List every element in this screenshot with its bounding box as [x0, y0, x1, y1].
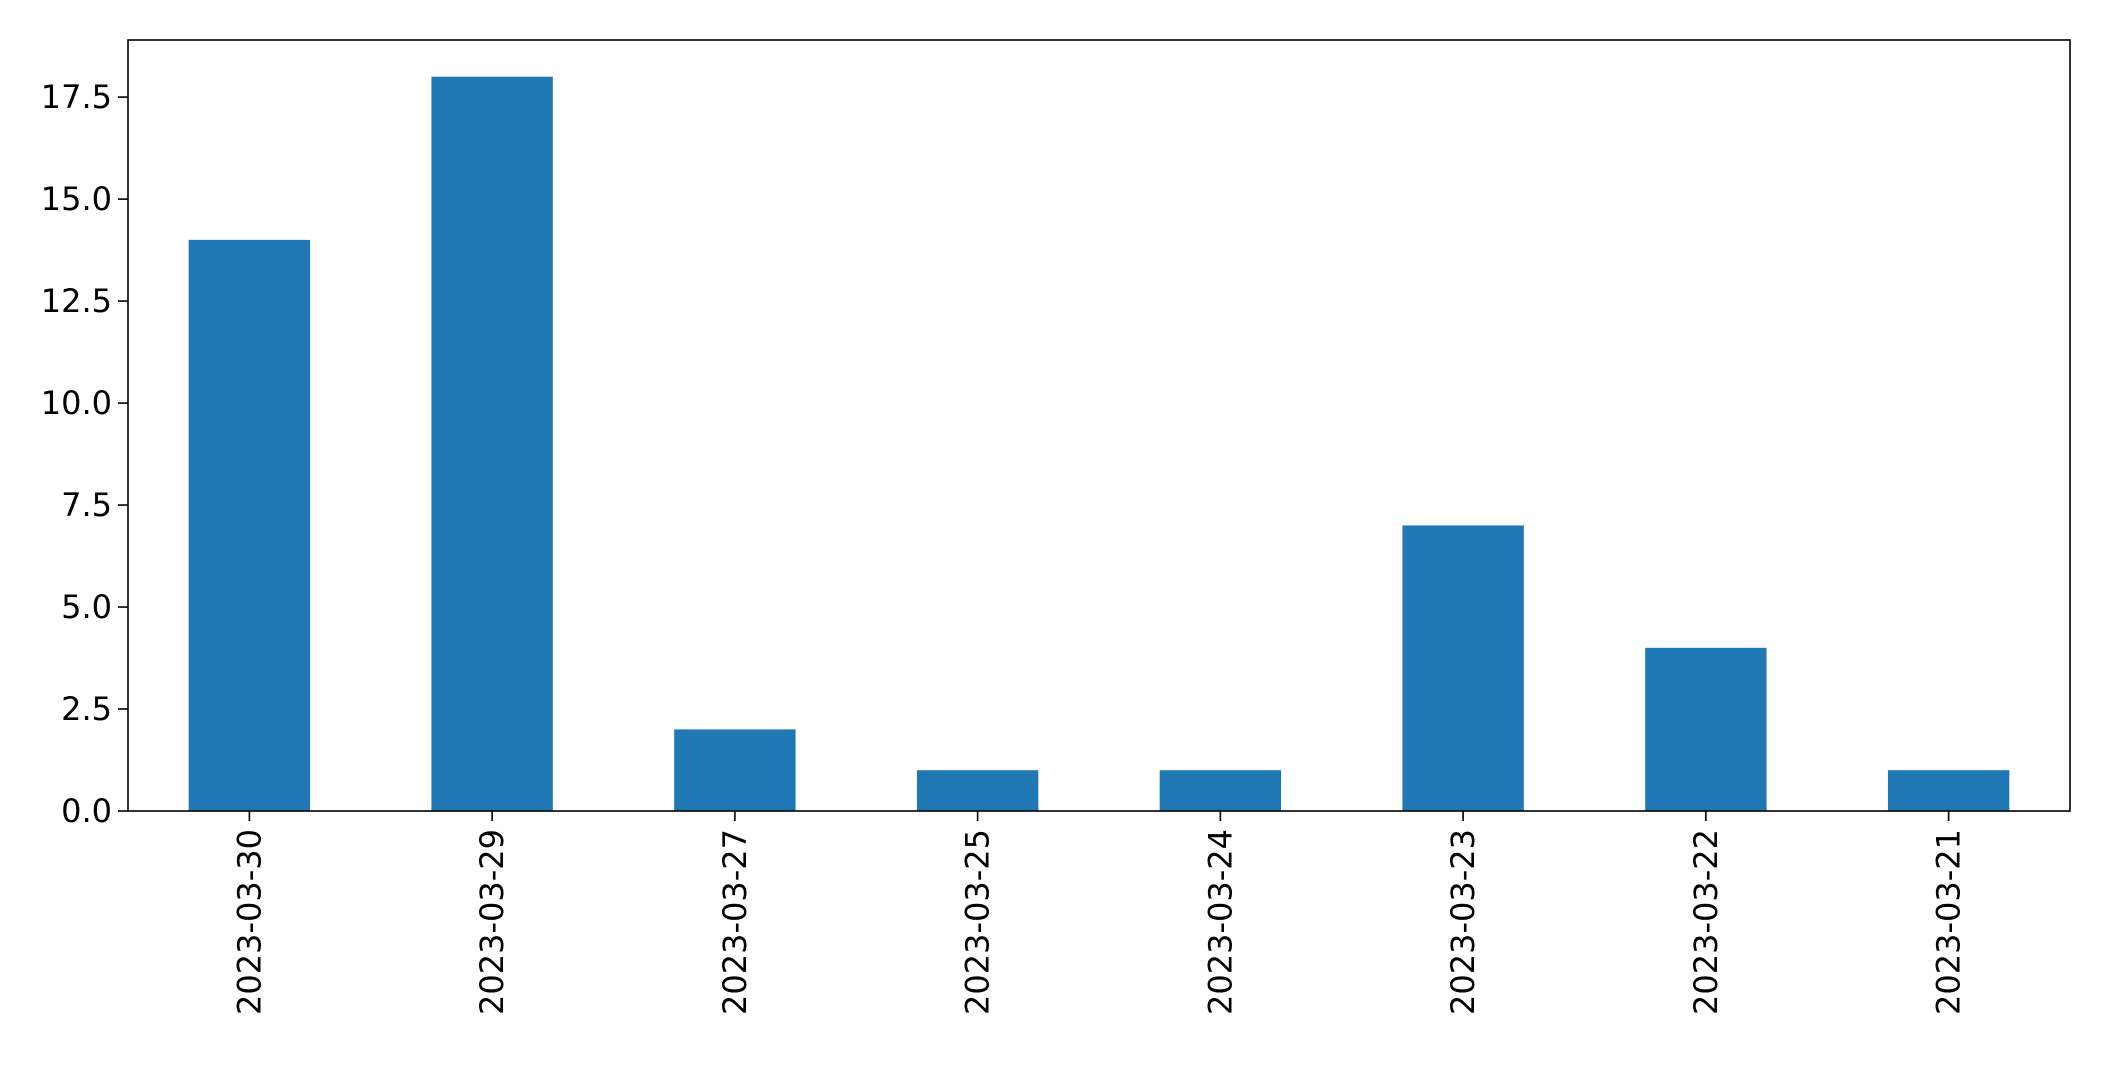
x-tick-label: 2023-03-24	[1201, 829, 1239, 1015]
y-tick-label: 2.5	[61, 690, 112, 728]
bar-2023-03-29	[431, 76, 553, 811]
x-tick-label: 2023-03-27	[716, 829, 754, 1015]
bars-layer	[188, 76, 2010, 811]
x-tick-label: 2023-03-23	[1444, 829, 1482, 1015]
y-tick-label: 15.0	[41, 180, 112, 218]
x-tick-label: 2023-03-29	[473, 829, 511, 1015]
x-axis: 2023-03-30 2023-03-29 2023-03-27 2023-03-25…	[230, 811, 1968, 1015]
y-tick-label: 5.0	[61, 588, 112, 626]
x-tick-label: 2023-03-22	[1687, 829, 1725, 1015]
y-tick-label: 7.5	[61, 486, 112, 524]
bar-2023-03-30	[188, 239, 311, 811]
bar-2023-03-24	[1159, 770, 1282, 811]
y-axis: 0.0 2.5 5.0 7.5 10.0 12.5 15.0 17.5	[41, 78, 128, 830]
y-tick-label: 17.5	[41, 78, 112, 116]
bar-2023-03-25	[916, 770, 1039, 811]
y-tick-label: 0.0	[61, 792, 112, 830]
bar-2023-03-27	[674, 729, 796, 811]
bar-2023-03-23	[1402, 525, 1524, 811]
y-tick-label: 10.0	[41, 384, 112, 422]
y-tick-label: 12.5	[41, 282, 112, 320]
axes-frame	[127, 39, 2071, 812]
x-tick-label: 2023-03-21	[1930, 829, 1968, 1015]
bar-2023-03-22	[1645, 647, 1767, 811]
x-tick-label: 2023-03-25	[959, 829, 997, 1015]
x-tick-label: 2023-03-30	[230, 829, 268, 1015]
bar-2023-03-21	[1887, 770, 2010, 811]
